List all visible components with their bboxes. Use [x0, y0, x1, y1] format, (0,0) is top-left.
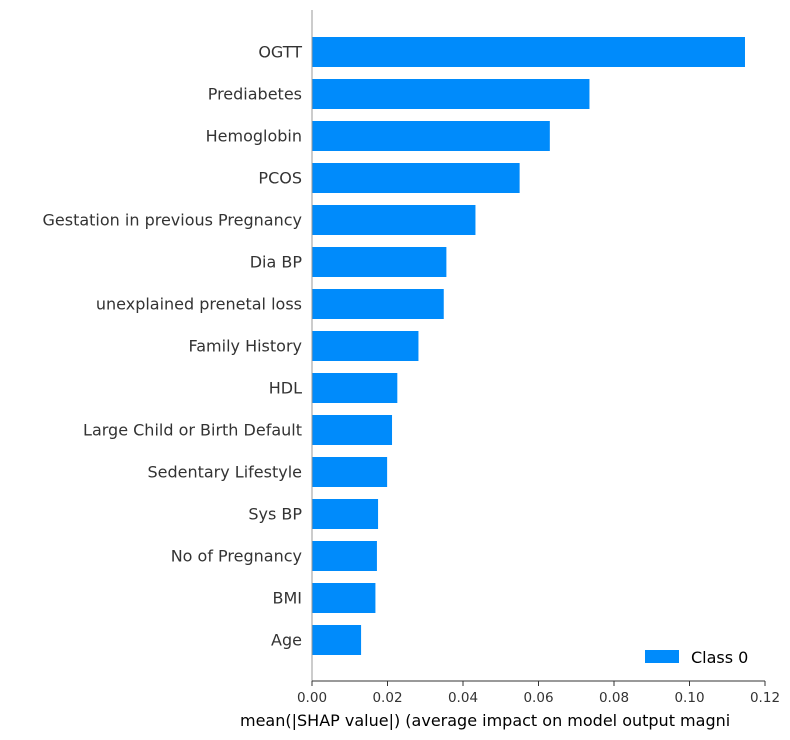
bar [312, 331, 419, 361]
category-label: HDL [269, 379, 302, 398]
legend: Class 0 [645, 648, 748, 667]
category-label: Gestation in previous Pregnancy [43, 211, 303, 230]
bar [312, 121, 550, 151]
x-tick-label: 0.12 [750, 690, 780, 706]
x-tick-label: 0.08 [599, 690, 629, 706]
category-label: Dia BP [250, 253, 303, 272]
x-axis-ticks: 0.00 0.02 0.04 0.06 0.08 0.10 0.12 [297, 681, 780, 706]
bar [312, 583, 376, 613]
x-axis-title: mean(|SHAP value|) (average impact on mo… [240, 711, 730, 730]
bar [312, 205, 476, 235]
bar [312, 289, 444, 319]
category-label: Family History [189, 337, 303, 356]
bar [312, 499, 379, 529]
category-label: No of Pregnancy [171, 547, 302, 566]
x-tick-label: 0.02 [372, 690, 402, 706]
x-tick-label: 0.10 [674, 690, 704, 706]
bar [312, 625, 362, 655]
category-labels: OGTT Prediabetes Hemoglobin PCOS Gestation i… [43, 43, 303, 650]
category-label: Age [271, 631, 302, 650]
bars-group [312, 37, 745, 655]
category-label: BMI [273, 589, 303, 608]
x-tick-label: 0.00 [297, 690, 327, 706]
category-label: Large Child or Birth Default [83, 421, 302, 440]
bar [312, 457, 388, 487]
bar [312, 37, 745, 67]
category-label: Sedentary Lifestyle [147, 463, 302, 482]
x-tick-label: 0.04 [448, 690, 478, 706]
category-label: unexplained prenetal loss [96, 295, 302, 314]
x-tick-label: 0.06 [523, 690, 553, 706]
category-label: OGTT [258, 43, 302, 62]
bar [312, 247, 447, 277]
category-label: Hemoglobin [206, 127, 302, 146]
bar [312, 163, 520, 193]
category-label: PCOS [258, 169, 302, 188]
category-label: Prediabetes [208, 85, 302, 104]
bar [312, 541, 377, 571]
category-label: Sys BP [248, 505, 302, 524]
legend-swatch [645, 650, 679, 663]
legend-label: Class 0 [691, 648, 748, 667]
bar [312, 415, 393, 445]
bar [312, 79, 590, 109]
bar [312, 373, 398, 403]
